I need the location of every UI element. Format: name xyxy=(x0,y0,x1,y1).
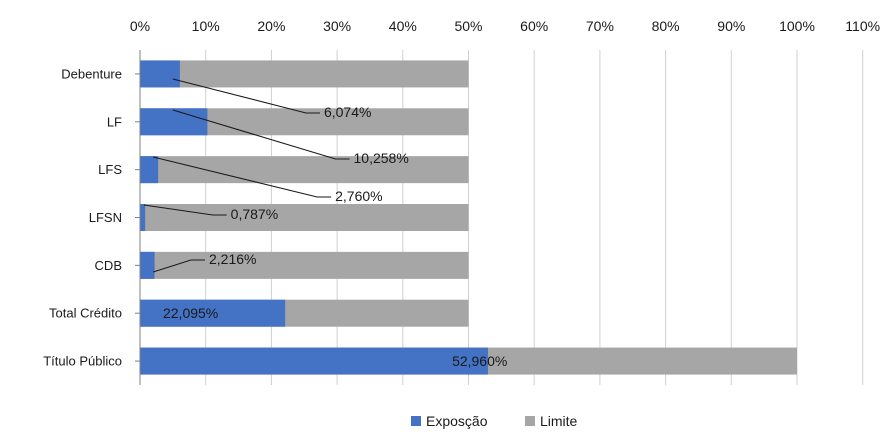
leader-line xyxy=(152,259,205,273)
limit-bar xyxy=(140,60,469,88)
data-label: 2,760% xyxy=(335,188,382,204)
exposure-bar xyxy=(140,204,146,231)
x-tick-label: 0% xyxy=(130,18,150,34)
bars xyxy=(140,60,797,375)
category-label: LFSN xyxy=(89,210,122,225)
leader-line xyxy=(172,78,320,114)
category-label: Título Público xyxy=(43,354,122,369)
x-tick-label: 70% xyxy=(586,18,614,34)
exposure-bar xyxy=(140,60,180,88)
legend-swatch xyxy=(411,416,421,426)
legend-label: Limite xyxy=(540,413,578,429)
category-labels: Debenture LF LFS LFSN CDB Total Crédito Título… xyxy=(43,66,122,368)
leader-line xyxy=(143,204,227,216)
x-tick-label: 30% xyxy=(323,18,351,34)
x-tick-label: 60% xyxy=(520,18,548,34)
category-label: CDB xyxy=(95,258,122,273)
x-tick-label: 100% xyxy=(779,18,815,34)
legend: Exposção Limite xyxy=(411,413,578,429)
legend-swatch xyxy=(525,416,535,426)
limit-bar xyxy=(140,156,469,184)
category-label: LF xyxy=(107,114,122,129)
x-tick-label: 20% xyxy=(257,18,285,34)
data-labels: 6,074% 10,258% 2,760% 0,787% 2,216% 22,095% 52… xyxy=(163,104,507,369)
exposure-bar xyxy=(140,299,286,327)
limit-bar xyxy=(140,204,469,231)
data-label: 52,960% xyxy=(452,353,507,369)
leader-lines xyxy=(143,78,350,273)
category-label: LFS xyxy=(98,162,122,177)
data-label: 2,216% xyxy=(209,251,256,267)
category-label: Debenture xyxy=(61,66,122,81)
x-tick-label: 90% xyxy=(717,18,745,34)
x-tick-labels: 0% 10% 20% 30% 40% 50% 60% 70% 80% 90% 100% 110% xyxy=(130,18,880,34)
leader-line xyxy=(172,109,350,160)
data-label: 22,095% xyxy=(163,305,218,321)
data-label: 10,258% xyxy=(354,150,409,166)
axes xyxy=(135,50,141,385)
exposure-bar xyxy=(140,156,159,184)
data-label: 6,074% xyxy=(324,104,371,120)
leader-line xyxy=(153,156,332,198)
exposure-bar xyxy=(140,251,155,279)
x-tick-label: 10% xyxy=(192,18,220,34)
x-tick-label: 80% xyxy=(652,18,680,34)
limit-bar xyxy=(140,251,469,279)
data-label: 0,787% xyxy=(231,206,278,222)
x-tick-label: 40% xyxy=(389,18,417,34)
exposure-bar xyxy=(140,108,208,136)
category-label: Total Crédito xyxy=(49,306,122,321)
x-tick-label: 110% xyxy=(845,18,880,34)
legend-label: Exposção xyxy=(426,413,488,429)
x-tick-label: 50% xyxy=(454,18,482,34)
exposure-bar xyxy=(140,347,488,375)
